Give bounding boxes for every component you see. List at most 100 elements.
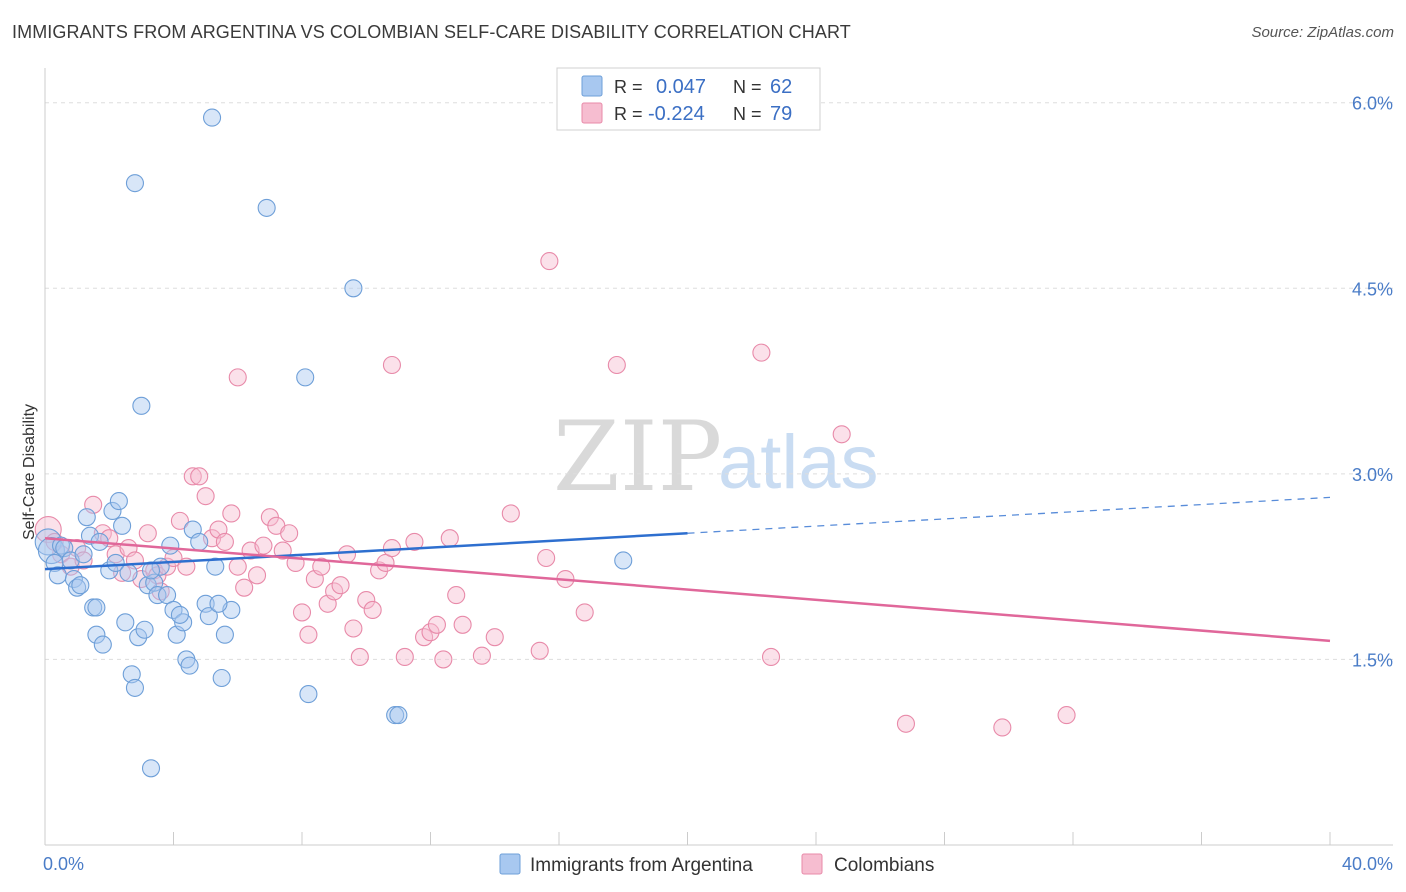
data-point	[125, 174, 144, 193]
data-point	[472, 646, 491, 665]
data-point	[382, 539, 402, 558]
data-point	[761, 647, 781, 667]
data-point	[537, 548, 556, 568]
data-point	[183, 467, 202, 486]
data-point	[209, 594, 228, 613]
data-point	[389, 706, 408, 725]
data-point	[87, 598, 106, 617]
data-point	[215, 532, 234, 551]
data-point	[299, 625, 318, 644]
data-point	[337, 545, 357, 564]
argentina-points	[34, 108, 633, 778]
data-point	[103, 501, 122, 521]
data-point	[109, 492, 128, 511]
grid-lines	[45, 102, 1393, 660]
data-point	[405, 532, 424, 551]
data-point	[77, 508, 96, 527]
data-point	[52, 536, 71, 555]
data-point	[212, 668, 231, 688]
source-label: Source: ZipAtlas.com	[1251, 24, 1394, 41]
data-point	[119, 563, 138, 582]
data-point	[235, 578, 254, 597]
data-point	[203, 108, 222, 127]
trend-line-solid	[44, 536, 1331, 643]
data-point	[148, 586, 167, 605]
data-point	[80, 526, 100, 545]
data-point	[74, 545, 93, 564]
data-point	[296, 368, 315, 387]
data-point	[129, 628, 148, 647]
chart-title: IMMIGRANTS FROM ARGENTINA VS COLOMBIAN S…	[12, 22, 851, 42]
data-point	[68, 578, 87, 597]
data-point	[254, 536, 273, 555]
y-axis-label: Self-Care Disability	[21, 404, 38, 540]
data-point	[540, 252, 559, 271]
data-point	[170, 511, 189, 530]
data-point	[1057, 706, 1076, 725]
data-point	[299, 685, 318, 704]
data-point	[74, 551, 93, 570]
data-point	[344, 619, 363, 638]
data-point	[530, 641, 549, 660]
data-point	[122, 665, 141, 684]
legend-swatch-argentina	[499, 853, 521, 875]
legend-r-value: -0.224	[648, 103, 705, 125]
data-point	[125, 678, 144, 697]
data-point	[215, 625, 234, 644]
trend-line-solid	[44, 532, 688, 571]
series-legend: Immigrants from Argentina Colombians	[499, 853, 934, 876]
data-point	[752, 343, 771, 362]
data-point	[607, 355, 626, 375]
data-point	[453, 615, 472, 634]
axes	[44, 68, 1393, 846]
data-point	[71, 576, 90, 595]
legend-swatch-pink	[581, 102, 603, 124]
legend-r-label: R =	[614, 77, 643, 97]
data-point	[832, 425, 851, 444]
data-point	[993, 718, 1012, 737]
y-tick-label: 1.5%	[1352, 650, 1393, 670]
watermark-zip: ZIP	[553, 401, 722, 513]
data-point	[896, 714, 916, 733]
data-point	[228, 368, 247, 387]
data-point	[280, 524, 299, 543]
trend-line-dashed	[687, 496, 1331, 534]
data-point	[257, 198, 276, 217]
x-tick-label: 40.0%	[1342, 854, 1393, 874]
legend-label-argentina: Immigrants from Argentina	[530, 855, 753, 876]
data-point	[138, 524, 157, 543]
data-point	[141, 561, 161, 580]
data-point	[350, 647, 369, 667]
data-point	[116, 613, 135, 632]
data-point	[292, 603, 312, 622]
data-point	[575, 603, 594, 622]
x-tick-label: 0.0%	[43, 854, 84, 874]
legend-r-value: 0.047	[656, 76, 706, 98]
data-point	[427, 615, 446, 634]
data-point	[421, 623, 440, 642]
legend-swatch-blue	[581, 75, 603, 97]
data-point	[170, 605, 189, 624]
colombians-points	[34, 252, 1076, 737]
data-point	[331, 576, 350, 595]
data-point	[363, 600, 382, 620]
data-point	[93, 635, 112, 654]
data-point	[312, 557, 331, 576]
data-point	[141, 759, 161, 778]
trend-lines	[44, 496, 1331, 643]
data-point	[190, 532, 209, 551]
data-point	[614, 551, 633, 570]
data-point	[440, 529, 459, 548]
y-tick-label: 4.5%	[1352, 279, 1393, 299]
data-point	[222, 504, 241, 523]
data-point	[357, 591, 376, 610]
legend-n-label: N =	[733, 77, 762, 97]
data-point	[161, 536, 180, 555]
data-point	[135, 620, 154, 639]
data-point	[206, 557, 225, 576]
data-point	[447, 586, 466, 605]
legend-swatch-colombians	[801, 853, 823, 875]
legend-n-value: 79	[770, 103, 792, 125]
data-point	[132, 396, 151, 415]
